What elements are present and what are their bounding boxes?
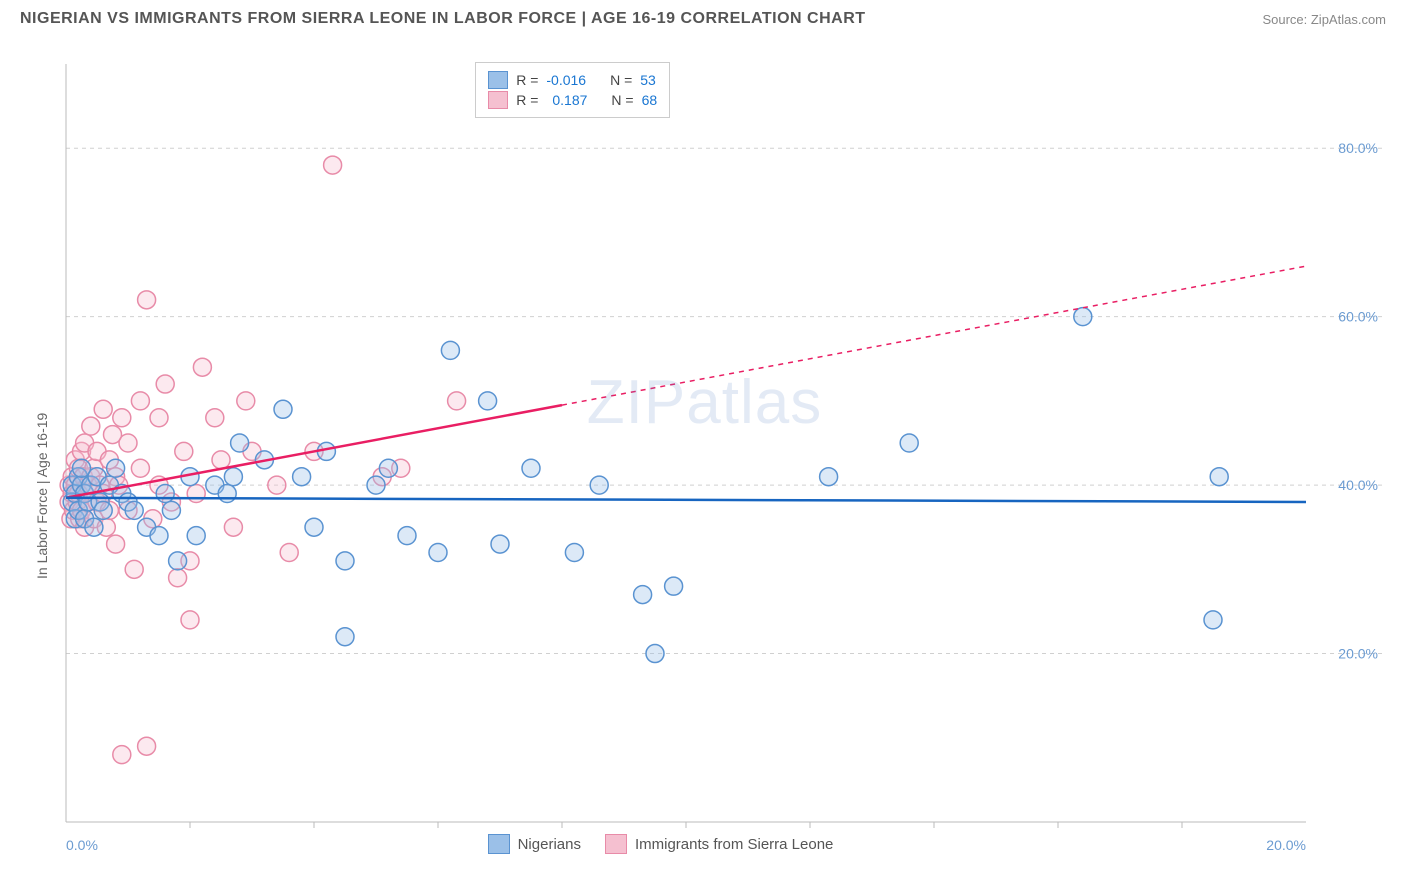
legend-item-series-b: Immigrants from Sierra Leone — [605, 834, 833, 854]
y-axis-label: In Labor Force | Age 16-19 — [34, 413, 50, 579]
scatter-plot-svg: 20.0% 40.0% 60.0% 80.0% 0.0% 20.0% — [20, 44, 1386, 872]
n-value-b: 68 — [642, 92, 658, 108]
legend-row-series-b: R = 0.187 N = 68 — [488, 91, 657, 109]
svg-text:80.0%: 80.0% — [1338, 140, 1378, 156]
svg-text:20.0%: 20.0% — [1338, 646, 1378, 662]
chart-container: 20.0%40.0%60.0%80.0%0.0%20.0% ZIPatlas I… — [20, 44, 1386, 872]
r-value-b: 0.187 — [546, 92, 587, 108]
series-legend: Nigerians Immigrants from Sierra Leone — [488, 834, 834, 854]
r-value-a: -0.016 — [546, 72, 586, 88]
swatch-series-b — [488, 91, 508, 109]
n-value-a: 53 — [640, 72, 656, 88]
swatch-series-b — [605, 834, 627, 854]
legend-row-series-a: R = -0.016 N = 53 — [488, 71, 657, 89]
chart-title: NIGERIAN VS IMMIGRANTS FROM SIERRA LEONE… — [20, 10, 866, 28]
swatch-series-a — [488, 71, 508, 89]
svg-text:40.0%: 40.0% — [1338, 477, 1378, 493]
legend-item-series-a: Nigerians — [488, 834, 581, 854]
n-label: N = — [611, 92, 633, 108]
r-label: R = — [516, 92, 538, 108]
series-a-label: Nigerians — [518, 836, 581, 853]
series-b-label: Immigrants from Sierra Leone — [635, 836, 833, 853]
svg-text:20.0%: 20.0% — [1266, 837, 1306, 853]
svg-text:0.0%: 0.0% — [66, 837, 98, 853]
swatch-series-a — [488, 834, 510, 854]
n-label: N = — [610, 72, 632, 88]
svg-text:60.0%: 60.0% — [1338, 309, 1378, 325]
chart-source: Source: ZipAtlas.com — [1262, 12, 1386, 27]
correlation-legend: R = -0.016 N = 53 R = 0.187 N = 68 — [475, 62, 670, 118]
r-label: R = — [516, 72, 538, 88]
